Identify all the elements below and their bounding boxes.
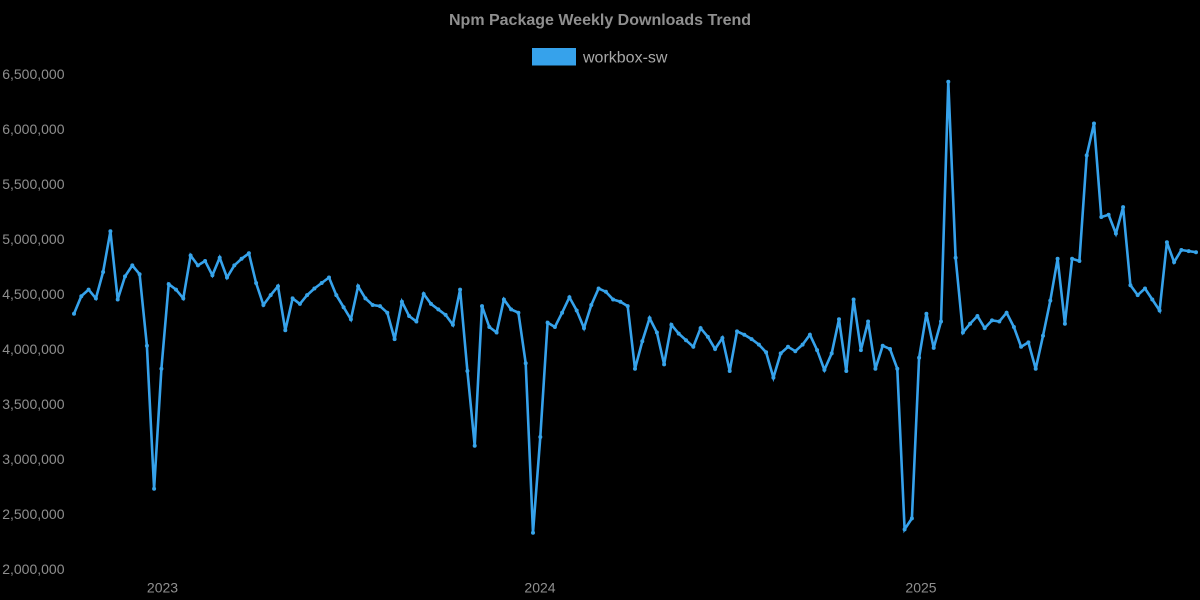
svg-text:6,500,000: 6,500,000 — [2, 66, 64, 82]
svg-text:Npm Package Weekly Downloads T: Npm Package Weekly Downloads Trend — [449, 12, 751, 29]
svg-text:4,500,000: 4,500,000 — [2, 286, 64, 302]
svg-text:3,500,000: 3,500,000 — [2, 396, 64, 412]
svg-text:2,500,000: 2,500,000 — [2, 506, 64, 522]
svg-text:2024: 2024 — [524, 580, 555, 596]
svg-text:3,000,000: 3,000,000 — [2, 451, 64, 467]
svg-text:workbox-sw: workbox-sw — [582, 50, 668, 67]
svg-text:2,000,000: 2,000,000 — [2, 561, 64, 577]
svg-text:5,000,000: 5,000,000 — [2, 231, 64, 247]
svg-text:5,500,000: 5,500,000 — [2, 176, 64, 192]
svg-text:6,000,000: 6,000,000 — [2, 121, 64, 137]
svg-text:4,000,000: 4,000,000 — [2, 341, 64, 357]
svg-text:2023: 2023 — [147, 580, 178, 596]
svg-text:2025: 2025 — [905, 580, 936, 596]
